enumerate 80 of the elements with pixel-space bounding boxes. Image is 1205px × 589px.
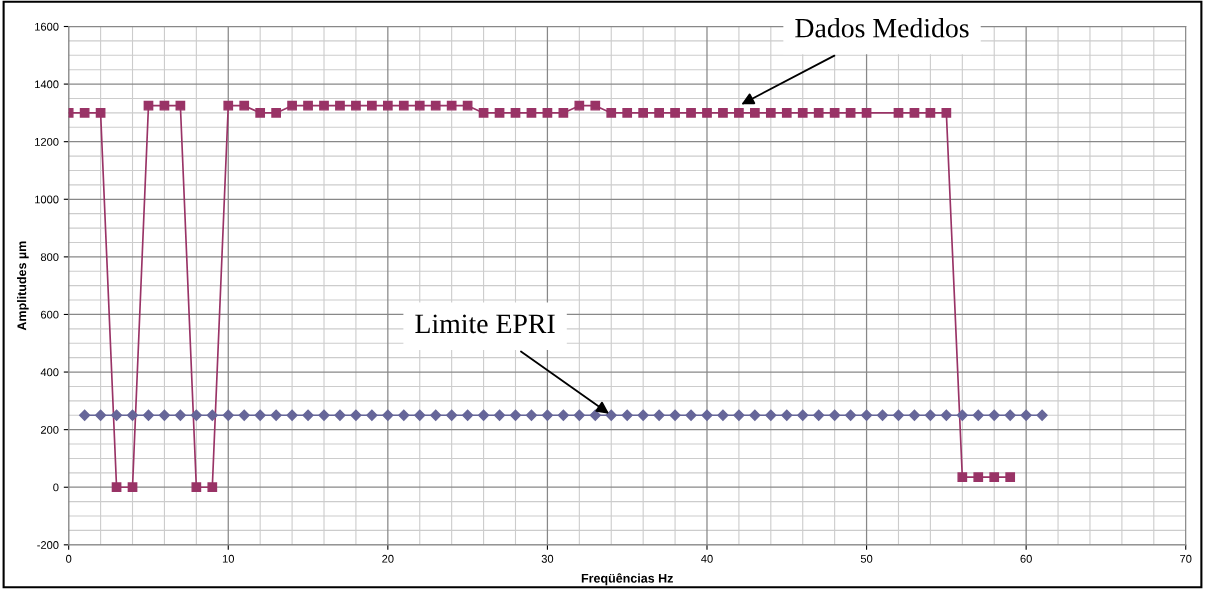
x-tick-label: 40 — [701, 554, 713, 563]
point — [558, 108, 569, 118]
point — [494, 108, 505, 118]
point — [1005, 472, 1016, 483]
point — [606, 108, 617, 118]
point — [909, 108, 920, 118]
point — [670, 108, 680, 118]
point — [861, 108, 872, 118]
y-tick-label: 600 — [40, 310, 59, 319]
point — [590, 100, 601, 111]
point — [255, 108, 266, 118]
y-tick-label: 1000 — [35, 195, 59, 204]
point — [989, 472, 1000, 483]
point — [239, 100, 250, 111]
point — [622, 108, 633, 118]
point — [143, 100, 154, 111]
point — [734, 108, 744, 118]
point — [319, 100, 329, 111]
x-tick-label: 30 — [541, 554, 554, 563]
point — [398, 100, 409, 111]
point — [845, 108, 856, 118]
point — [367, 100, 377, 111]
point — [654, 108, 664, 118]
y-tick-label: 0 — [53, 483, 59, 492]
point — [462, 100, 473, 111]
x-tick-label: 60 — [1020, 554, 1032, 563]
point — [111, 482, 122, 493]
point — [127, 482, 138, 493]
point — [750, 108, 760, 118]
y-tick-label: -200 — [37, 541, 59, 549]
point — [223, 100, 234, 111]
point — [207, 482, 218, 493]
point — [925, 108, 936, 118]
point — [414, 100, 425, 111]
point — [638, 108, 649, 118]
point — [79, 108, 90, 118]
x-tick-label: 10 — [222, 554, 235, 563]
point — [351, 100, 361, 111]
point — [430, 100, 441, 111]
point — [159, 100, 170, 111]
x-tick-label: 20 — [382, 554, 394, 563]
point — [526, 108, 537, 118]
point — [686, 108, 696, 118]
x-axis-title: Freqüências Hz — [581, 573, 673, 586]
point — [95, 108, 106, 118]
point — [813, 108, 824, 118]
point — [175, 100, 186, 111]
y-tick-label: 1200 — [35, 137, 59, 146]
point — [542, 108, 553, 118]
x-tick-label: 0 — [66, 554, 72, 563]
x-tick-label: 70 — [1180, 554, 1192, 563]
y-tick-label: 1600 — [35, 22, 59, 31]
point — [893, 108, 904, 118]
point — [191, 482, 202, 493]
point — [718, 108, 728, 118]
point — [478, 108, 489, 118]
annotation: Limite EPRI — [415, 314, 555, 334]
point — [271, 108, 281, 118]
y-tick-label: 800 — [40, 253, 59, 261]
point — [765, 108, 776, 118]
point — [829, 108, 840, 118]
point — [287, 100, 297, 111]
x-tick-label: 50 — [860, 554, 873, 563]
y-tick-label: 200 — [40, 425, 59, 434]
point — [335, 100, 345, 111]
y-axis-title: Amplitudes µm — [17, 241, 29, 331]
point — [446, 100, 457, 111]
point — [574, 100, 585, 111]
point — [957, 472, 968, 483]
point — [702, 108, 712, 118]
point — [973, 472, 984, 483]
point — [510, 108, 521, 118]
y-tick-label: 1400 — [35, 80, 59, 89]
point — [382, 100, 393, 111]
point — [781, 108, 792, 118]
y-tick-label: 400 — [40, 368, 59, 377]
annotation: Dados Medidos — [795, 18, 969, 38]
point — [941, 108, 952, 118]
point — [797, 108, 808, 118]
point — [303, 100, 313, 111]
